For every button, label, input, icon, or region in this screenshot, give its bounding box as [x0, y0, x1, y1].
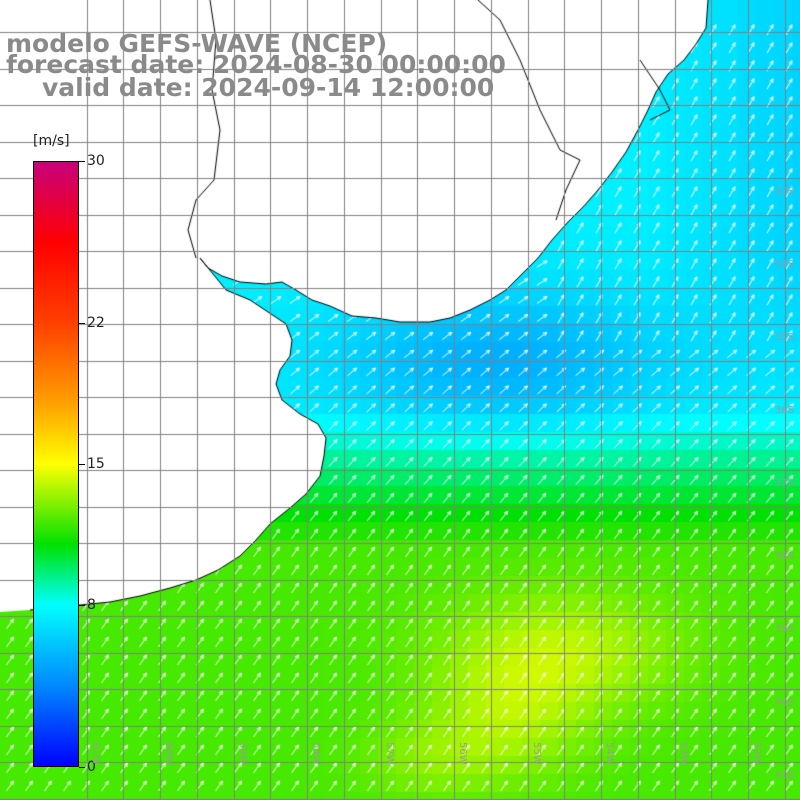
- latitude-label: 37S: [774, 478, 794, 489]
- wind-speed-colorbar: [33, 161, 79, 767]
- longitude-label: 60W: [163, 742, 174, 765]
- longitude-label: 54W: [604, 742, 615, 765]
- longitude-label: 56W: [457, 742, 468, 765]
- colorbar-tick-label: 15: [87, 456, 105, 472]
- longitude-label: 59W: [236, 742, 248, 765]
- latitude-label: 33S: [774, 186, 794, 197]
- colorbar-tick-label: 0: [87, 759, 96, 775]
- colorbar-tick-label: 22: [87, 314, 105, 331]
- latitude-label: 41S: [774, 770, 794, 781]
- latitude-label: 39S: [774, 624, 794, 635]
- longitude-label: 52W: [751, 742, 762, 765]
- colorbar-tick-label: 8: [87, 597, 96, 614]
- colorbar-tick-mark: [79, 161, 85, 162]
- latitude-label: 35S: [774, 332, 794, 343]
- longitude-label: 57W: [383, 742, 395, 765]
- latitude-label: 36S: [774, 405, 794, 416]
- colorbar-units: [m/s]: [33, 133, 70, 149]
- latitude-label: 38S: [774, 551, 794, 562]
- latitude-label: 34S: [774, 259, 794, 270]
- forecast-date-label: forecast date: 2024-08-30 00:00:00: [6, 50, 506, 79]
- colorbar-tick-mark: [79, 767, 85, 768]
- longitude-label: 55W: [530, 742, 542, 765]
- model-title: modelo GEFS-WAVE (NCEP): [6, 29, 388, 58]
- colorbar-tick-label: 30: [87, 153, 105, 169]
- colorbar-tick-mark: [79, 605, 85, 607]
- colorbar-tick-mark: [79, 464, 85, 465]
- longitude-label: 53W: [677, 742, 689, 765]
- latitude-label: 40S: [774, 697, 794, 708]
- longitude-label: 58W: [310, 742, 321, 765]
- valid-date-label: valid date: 2024-09-14 12:00:00: [42, 73, 495, 102]
- colorbar-tick-mark: [79, 322, 85, 324]
- longitude-label: 61W: [89, 742, 101, 765]
